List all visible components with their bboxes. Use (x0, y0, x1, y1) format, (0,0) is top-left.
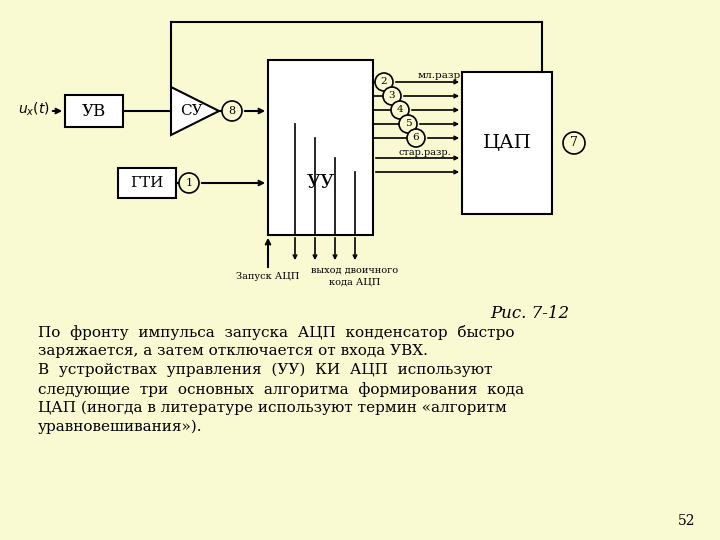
Text: 7: 7 (570, 137, 578, 150)
Polygon shape (171, 87, 219, 135)
Circle shape (383, 87, 401, 105)
Bar (65, 95, 123, 127)
Text: 4: 4 (397, 105, 403, 114)
Text: стар.разр.: стар.разр. (399, 148, 451, 157)
Text: ЦАП: ЦАП (482, 134, 531, 152)
Text: УВ: УВ (82, 103, 106, 119)
Text: заряжается, а затем отключается от входа УВХ.: заряжается, а затем отключается от входа… (38, 344, 428, 358)
Circle shape (375, 73, 393, 91)
Text: 5: 5 (405, 119, 411, 129)
Text: ЦАП (иногда в литературе используют термин «алгоритм: ЦАП (иногда в литературе используют терм… (38, 401, 507, 415)
Text: Запуск АЦП: Запуск АЦП (236, 272, 300, 281)
Text: выход двоичного: выход двоичного (312, 266, 399, 275)
Circle shape (563, 132, 585, 154)
Circle shape (407, 129, 425, 147)
Circle shape (222, 101, 242, 121)
Text: УУ: УУ (307, 173, 335, 192)
Text: следующие  три  основных  алгоритма  формирования  кода: следующие три основных алгоритма формиро… (38, 382, 524, 397)
Text: 2: 2 (381, 78, 387, 86)
Text: 6: 6 (413, 133, 419, 143)
Text: Рис. 7-12: Рис. 7-12 (490, 305, 570, 322)
Text: ГТИ: ГТИ (130, 176, 163, 190)
Text: 52: 52 (678, 514, 695, 528)
Text: уравновешивания»).: уравновешивания»). (38, 420, 202, 434)
Text: кода АЦП: кода АЦП (329, 277, 381, 286)
Circle shape (179, 173, 199, 193)
Bar (462, 72, 552, 214)
Bar (118, 168, 176, 198)
Text: СУ: СУ (180, 104, 202, 118)
Circle shape (391, 101, 409, 119)
Text: 3: 3 (389, 91, 395, 100)
Text: $u_x(t)$: $u_x(t)$ (18, 100, 50, 118)
Text: По  фронту  импульса  запуска  АЦП  конденсатор  быстро: По фронту импульса запуска АЦП конденсат… (38, 325, 515, 340)
Text: мл.разр: мл.разр (418, 71, 462, 79)
Text: 1: 1 (186, 178, 192, 188)
Text: В  устройствах  управления  (УУ)  КИ  АЦП  используют: В устройствах управления (УУ) КИ АЦП исп… (38, 363, 492, 377)
Text: 8: 8 (228, 106, 235, 116)
Bar (268, 60, 373, 235)
Circle shape (399, 115, 417, 133)
